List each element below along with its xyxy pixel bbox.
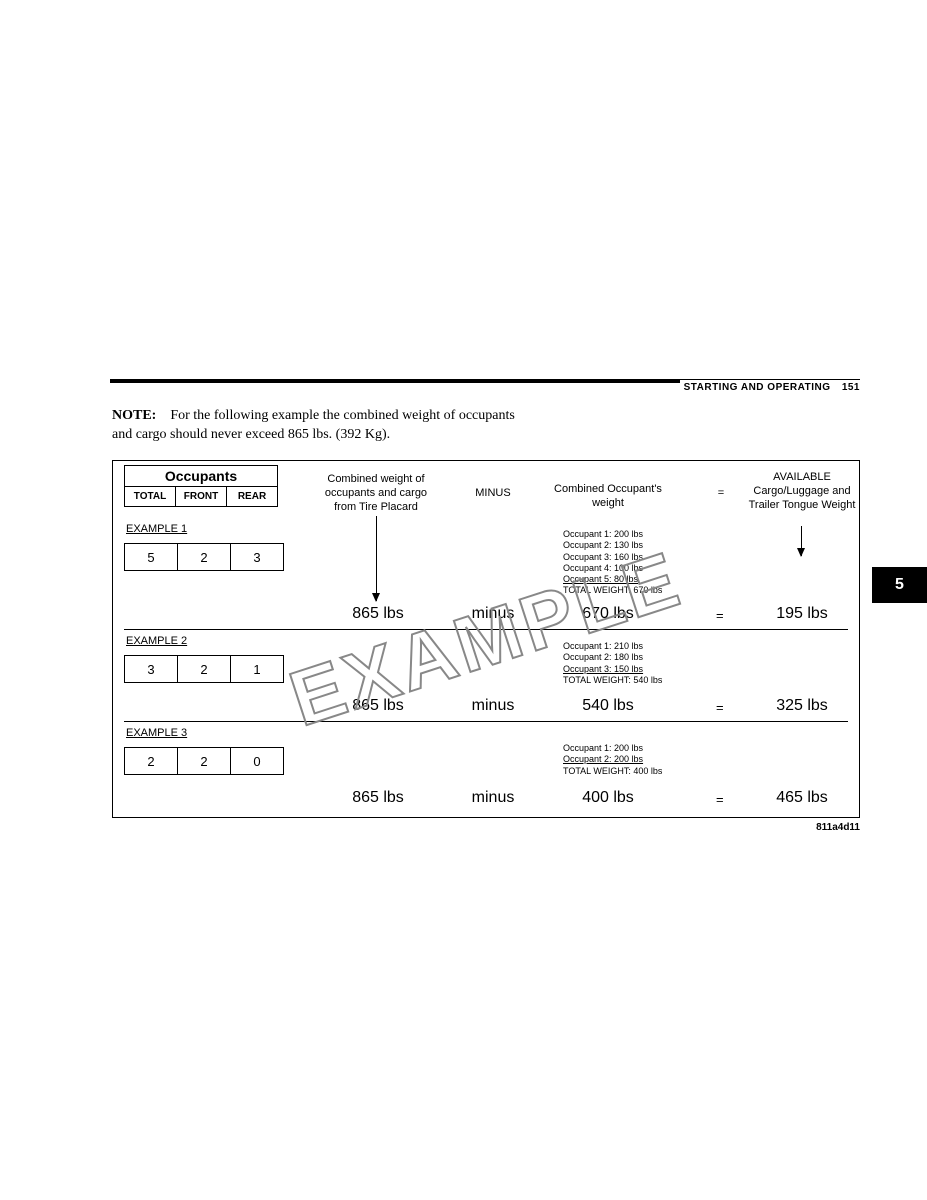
occupant-line: Occupant 2: 130 lbs bbox=[563, 540, 662, 551]
occupants-row: 5 2 3 bbox=[124, 543, 284, 571]
occupant-weight-value: 400 lbs bbox=[563, 789, 653, 807]
occupant-line: Occupant 3: 150 lbs bbox=[563, 664, 662, 675]
occupants-row: 3 2 1 bbox=[124, 655, 284, 683]
occupants-title: Occupants bbox=[125, 466, 278, 487]
cell-rear: 3 bbox=[231, 544, 284, 571]
colhdr-placard: Combined weight of occupants and cargo f… bbox=[316, 473, 436, 514]
occupant-list: Occupant 1: 210 lbs Occupant 2: 180 lbs … bbox=[563, 641, 662, 686]
equals-symbol: = bbox=[716, 608, 724, 623]
available-value: 465 lbs bbox=[757, 789, 847, 807]
occupants-col-front: FRONT bbox=[176, 487, 227, 507]
cell-rear: 0 bbox=[231, 748, 284, 775]
note-label: NOTE: bbox=[112, 408, 156, 423]
cell-total: 3 bbox=[125, 656, 178, 683]
placard-value: 865 lbs bbox=[333, 605, 423, 623]
cell-rear: 1 bbox=[231, 656, 284, 683]
occupant-weight-value: 540 lbs bbox=[563, 697, 653, 715]
equals-symbol: = bbox=[716, 700, 724, 715]
cell-total: 5 bbox=[125, 544, 178, 571]
note-paragraph: NOTE: For the following example the comb… bbox=[112, 407, 532, 445]
occupant-line: Occupant 5: 80 lbs bbox=[563, 574, 662, 585]
cell-front: 2 bbox=[178, 544, 231, 571]
colhdr-minus: MINUS bbox=[463, 487, 523, 501]
colhdr-equals: = bbox=[711, 487, 731, 501]
available-value: 325 lbs bbox=[757, 697, 847, 715]
cell-front: 2 bbox=[178, 656, 231, 683]
minus-label: minus bbox=[461, 789, 525, 807]
occupant-total-line: TOTAL WEIGHT: 540 lbs bbox=[563, 675, 662, 686]
section-title: STARTING AND OPERATING bbox=[684, 382, 831, 393]
page: STARTING AND OPERATING 151 NOTE: For the… bbox=[0, 0, 927, 1200]
figure-reference: 811a4d11 bbox=[816, 822, 860, 833]
occupant-list: Occupant 1: 200 lbs Occupant 2: 130 lbs … bbox=[563, 529, 662, 597]
cell-total: 2 bbox=[125, 748, 178, 775]
example-label: EXAMPLE 2 bbox=[126, 635, 187, 647]
header-label: STARTING AND OPERATING 151 bbox=[684, 382, 860, 393]
occupant-list: Occupant 1: 200 lbs Occupant 2: 200 lbs … bbox=[563, 743, 662, 777]
colhdr-occupant-weight: Combined Occupant's weight bbox=[543, 483, 673, 511]
example-diagram: Occupants TOTAL FRONT REAR Combined weig… bbox=[112, 460, 860, 818]
note-text: For the following example the combined w… bbox=[112, 408, 515, 442]
occupant-line: Occupant 2: 180 lbs bbox=[563, 652, 662, 663]
occupant-weight-value: 670 lbs bbox=[563, 605, 653, 623]
occupant-line: Occupant 1: 200 lbs bbox=[563, 529, 662, 540]
arrow-available bbox=[801, 526, 802, 556]
placard-value: 865 lbs bbox=[333, 789, 423, 807]
example-label: EXAMPLE 3 bbox=[126, 727, 187, 739]
colhdr-available: AVAILABLE Cargo/Luggage and Trailer Tong… bbox=[747, 471, 857, 512]
row-separator bbox=[124, 629, 848, 630]
available-value: 195 lbs bbox=[757, 605, 847, 623]
cell-front: 2 bbox=[178, 748, 231, 775]
occupant-total-line: TOTAL WEIGHT: 670 lbs bbox=[563, 585, 662, 596]
minus-label: minus bbox=[461, 697, 525, 715]
page-number: 151 bbox=[842, 382, 860, 393]
occupant-total-line: TOTAL WEIGHT: 400 lbs bbox=[563, 766, 662, 777]
example-label: EXAMPLE 1 bbox=[126, 523, 187, 535]
occupants-header-table: Occupants TOTAL FRONT REAR bbox=[124, 465, 278, 507]
occupants-row: 2 2 0 bbox=[124, 747, 284, 775]
occupant-line: Occupant 1: 210 lbs bbox=[563, 641, 662, 652]
occupant-line: Occupant 3: 160 lbs bbox=[563, 552, 662, 563]
occupants-col-rear: REAR bbox=[227, 487, 278, 507]
minus-label: minus bbox=[461, 605, 525, 623]
section-tab: 5 bbox=[872, 567, 927, 603]
occupant-line: Occupant 4: 100 lbs bbox=[563, 563, 662, 574]
section-tab-number: 5 bbox=[895, 576, 904, 594]
arrow-placard bbox=[376, 516, 377, 601]
equals-symbol: = bbox=[716, 792, 724, 807]
row-separator bbox=[124, 721, 848, 722]
occupant-line: Occupant 1: 200 lbs bbox=[563, 743, 662, 754]
occupants-col-total: TOTAL bbox=[125, 487, 176, 507]
occupant-line: Occupant 2: 200 lbs bbox=[563, 754, 662, 765]
placard-value: 865 lbs bbox=[333, 697, 423, 715]
